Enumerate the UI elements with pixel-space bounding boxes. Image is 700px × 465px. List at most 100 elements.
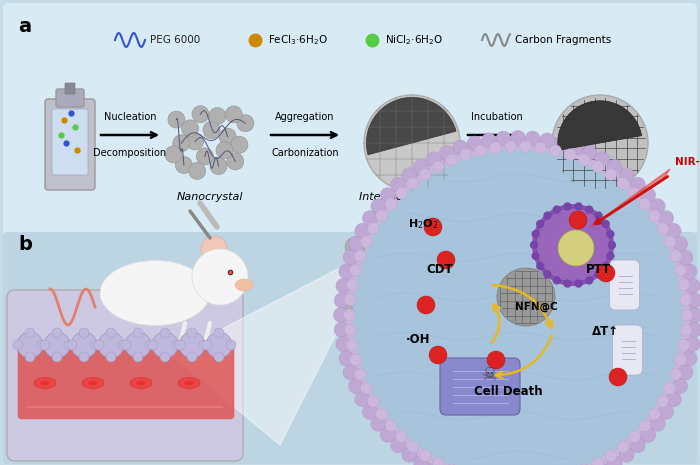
Circle shape [336, 279, 351, 293]
Circle shape [666, 223, 681, 238]
Circle shape [605, 450, 617, 462]
Circle shape [371, 416, 386, 431]
FancyArrowPatch shape [491, 305, 500, 343]
FancyBboxPatch shape [65, 83, 75, 94]
Circle shape [227, 153, 244, 170]
Circle shape [639, 420, 651, 432]
Text: Aggregation: Aggregation [275, 112, 335, 122]
Circle shape [664, 236, 676, 248]
Circle shape [226, 340, 236, 350]
Circle shape [535, 142, 547, 154]
Circle shape [13, 340, 23, 350]
Circle shape [475, 145, 486, 157]
Circle shape [620, 447, 634, 462]
Polygon shape [172, 247, 380, 445]
Circle shape [608, 241, 616, 249]
Circle shape [666, 392, 681, 407]
Circle shape [17, 332, 43, 358]
Circle shape [402, 168, 416, 183]
Circle shape [585, 277, 593, 285]
Circle shape [446, 154, 458, 166]
Text: PTT: PTT [585, 263, 610, 276]
Circle shape [432, 160, 444, 173]
Circle shape [578, 464, 590, 465]
Wedge shape [366, 97, 456, 155]
Text: ΔT↑: ΔT↑ [592, 325, 620, 338]
Circle shape [345, 237, 365, 257]
Circle shape [670, 250, 682, 262]
Circle shape [402, 447, 416, 462]
Text: Nanocrystal: Nanocrystal [176, 192, 244, 202]
Text: Intermediate State: Intermediate State [359, 192, 465, 202]
Circle shape [94, 340, 104, 350]
Circle shape [564, 149, 576, 161]
Ellipse shape [184, 381, 194, 385]
Circle shape [358, 267, 378, 287]
Ellipse shape [34, 378, 56, 388]
FancyBboxPatch shape [3, 3, 697, 235]
Circle shape [121, 340, 131, 350]
Text: Carbonization: Carbonization [271, 148, 339, 158]
Circle shape [543, 271, 552, 279]
Circle shape [67, 340, 77, 350]
Text: Decomposition: Decomposition [93, 148, 167, 158]
Circle shape [680, 309, 692, 321]
Circle shape [160, 352, 170, 362]
Circle shape [344, 294, 356, 306]
Circle shape [176, 157, 192, 173]
Circle shape [608, 456, 622, 465]
Circle shape [64, 340, 74, 350]
Circle shape [673, 379, 687, 393]
Circle shape [172, 340, 182, 350]
Circle shape [354, 368, 366, 380]
Circle shape [629, 431, 640, 443]
Circle shape [446, 464, 458, 465]
Circle shape [187, 352, 197, 362]
Circle shape [606, 230, 615, 238]
Circle shape [79, 352, 89, 362]
Circle shape [380, 187, 395, 203]
Circle shape [363, 211, 377, 226]
Circle shape [540, 133, 554, 148]
Circle shape [179, 332, 205, 358]
Circle shape [188, 162, 206, 179]
Text: a: a [18, 17, 31, 36]
Circle shape [680, 294, 692, 306]
Circle shape [216, 142, 233, 159]
Circle shape [353, 150, 683, 465]
Circle shape [225, 106, 242, 123]
Circle shape [678, 339, 690, 351]
Wedge shape [558, 101, 642, 150]
Circle shape [592, 458, 604, 465]
Circle shape [664, 382, 676, 394]
Circle shape [564, 202, 571, 210]
Circle shape [345, 295, 365, 315]
Circle shape [175, 340, 185, 350]
Circle shape [339, 351, 354, 366]
Circle shape [640, 187, 656, 203]
Circle shape [368, 223, 379, 234]
Circle shape [417, 296, 435, 314]
Circle shape [391, 438, 405, 453]
Circle shape [91, 340, 101, 350]
Circle shape [578, 154, 590, 166]
Text: Carbon Fragments: Carbon Fragments [515, 35, 611, 45]
Circle shape [657, 395, 668, 407]
Circle shape [640, 427, 656, 442]
Circle shape [460, 149, 472, 161]
Circle shape [650, 416, 665, 431]
Circle shape [678, 279, 690, 291]
Circle shape [657, 223, 668, 234]
Circle shape [168, 111, 185, 128]
Text: b: b [18, 235, 32, 254]
Circle shape [650, 199, 665, 214]
Circle shape [602, 262, 610, 270]
Circle shape [145, 340, 155, 350]
Circle shape [437, 251, 455, 269]
Circle shape [192, 106, 209, 123]
Circle shape [659, 211, 673, 226]
Circle shape [98, 332, 124, 358]
Ellipse shape [88, 381, 98, 385]
Circle shape [214, 352, 224, 362]
Circle shape [648, 210, 660, 222]
